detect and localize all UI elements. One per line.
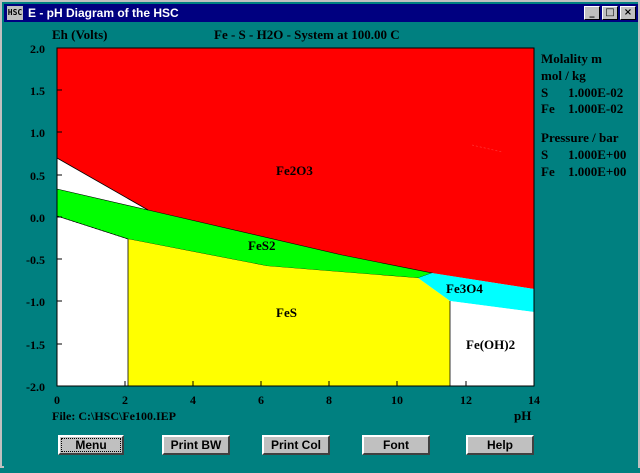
- pressure-value: 1.000E+00: [568, 147, 626, 162]
- region-label-fe3o4: Fe3O4: [446, 281, 483, 296]
- x-tick-label: 0: [54, 393, 60, 407]
- molality-value: 1.000E-02: [568, 85, 623, 100]
- y-tick-label: -2.0: [26, 380, 45, 394]
- region-label-fe2o3: Fe2O3: [276, 163, 313, 178]
- window-title: E - pH Diagram of the HSC: [28, 6, 179, 20]
- maximize-icon[interactable]: □: [602, 6, 618, 20]
- x-tick-label: 2: [122, 393, 128, 407]
- molality-unit: mol / kg: [541, 68, 586, 83]
- pressure-element: S: [541, 147, 548, 162]
- y-tick-label: 0.5: [30, 169, 45, 183]
- region-label-fes: FeS: [276, 305, 297, 320]
- title-bar[interactable]: HSC E - pH Diagram of the HSC _ □ ×: [4, 4, 638, 22]
- water-stability-line: [471, 144, 503, 153]
- region-label-fes2: FeS2: [248, 238, 275, 253]
- x-axis-label: pH: [514, 408, 531, 423]
- x-axis: 0 2 4 6 8 10 12 14: [54, 381, 540, 407]
- file-path: File: C:\HSC\Fe100.IEP: [52, 409, 176, 423]
- y-axis: 2.0 1.5 1.0 0.5 0.0 -0.5 -1.0 -1.5 -2.0: [26, 42, 62, 394]
- water-stability-line: [56, 215, 129, 240]
- x-tick-label: 4: [190, 393, 196, 407]
- help-button[interactable]: Help: [466, 435, 534, 455]
- menu-button[interactable]: Menu: [58, 435, 124, 455]
- pressure-value: 1.000E+00: [568, 164, 626, 179]
- region-label-fe-oh-2: Fe(OH)2: [466, 337, 515, 352]
- molality-value: 1.000E-02: [568, 101, 623, 116]
- y-tick-label: -1.0: [26, 295, 45, 309]
- app-icon[interactable]: HSC: [7, 6, 23, 20]
- x-tick-label: 6: [258, 393, 264, 407]
- system-title: Fe - S - H2O - System at 100.00 C: [214, 27, 400, 42]
- diagram-area: 2.0 1.5 1.0 0.5 0.0 -0.5 -1.0 -1.5 -2.0 …: [4, 22, 638, 468]
- y-tick-label: 1.5: [30, 84, 45, 98]
- x-tick-label: 8: [326, 393, 332, 407]
- region-fe2o3: [57, 48, 534, 289]
- legend: Molality m mol / kg S 1.000E-02 Fe 1.000…: [541, 51, 626, 179]
- x-tick-label: 10: [391, 393, 403, 407]
- pressure-title: Pressure / bar: [541, 130, 619, 145]
- print-bw-button[interactable]: Print BW: [162, 435, 230, 455]
- font-button[interactable]: Font: [362, 435, 430, 455]
- region-fe-oh-2: [450, 301, 534, 386]
- pressure-element: Fe: [541, 164, 555, 179]
- eh-ph-diagram: 2.0 1.5 1.0 0.5 0.0 -0.5 -1.0 -1.5 -2.0 …: [26, 27, 626, 423]
- x-tick-label: 12: [460, 393, 472, 407]
- y-tick-label: 2.0: [30, 42, 45, 56]
- minimize-icon[interactable]: _: [584, 6, 600, 20]
- y-axis-label: Eh (Volts): [52, 27, 108, 42]
- y-tick-label: 1.0: [30, 126, 45, 140]
- molality-title: Molality m: [541, 51, 602, 66]
- print-col-button[interactable]: Print Col: [262, 435, 330, 455]
- boundary-line: [56, 157, 149, 211]
- molality-element: Fe: [541, 101, 555, 116]
- y-tick-label: -0.5: [26, 253, 45, 267]
- molality-element: S: [541, 85, 548, 100]
- x-tick-label: 14: [528, 393, 540, 407]
- region-fe3o4: [418, 273, 534, 312]
- y-tick-label: 0.0: [30, 211, 45, 225]
- y-tick-label: -1.5: [26, 338, 45, 352]
- close-icon[interactable]: ×: [620, 6, 636, 20]
- region-fes: [128, 239, 450, 386]
